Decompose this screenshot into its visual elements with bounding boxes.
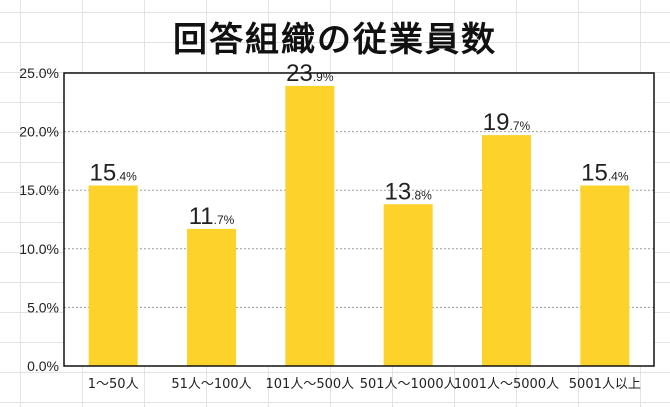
data-label: 13.8% [384,178,432,205]
y-tick-label: 10.0% [19,241,59,257]
bar [383,204,433,366]
bar [187,228,236,366]
y-tick-label: 25.0% [19,65,59,81]
y-tick-label: 5.0% [27,299,59,315]
plot-border [63,72,655,367]
x-tick-label: 51人〜100人 [171,377,251,392]
x-tick-label: 101人〜500人 [266,377,355,392]
data-label: 11.7% [189,203,235,230]
y-tick-label: 15.0% [19,182,59,198]
bar [285,85,335,366]
y-tick-label: 20.0% [19,124,59,140]
plot-area [64,73,654,366]
bar [580,185,630,366]
x-tick-label: 1001人〜5000人 [454,377,559,392]
data-label: 15.4% [89,160,137,187]
x-tick-label: 1〜50人 [88,377,139,392]
data-label: 15.4% [581,160,629,187]
x-tick-label: 501人〜1000人 [360,377,457,392]
chart-title: 回答組織の従業員数 [173,20,497,60]
bar [482,135,531,366]
y-tick-label: 0.0% [27,358,59,374]
data-label: 19.7% [483,109,531,136]
bar [88,185,138,366]
x-tick-label: 5001人以上 [569,377,641,392]
